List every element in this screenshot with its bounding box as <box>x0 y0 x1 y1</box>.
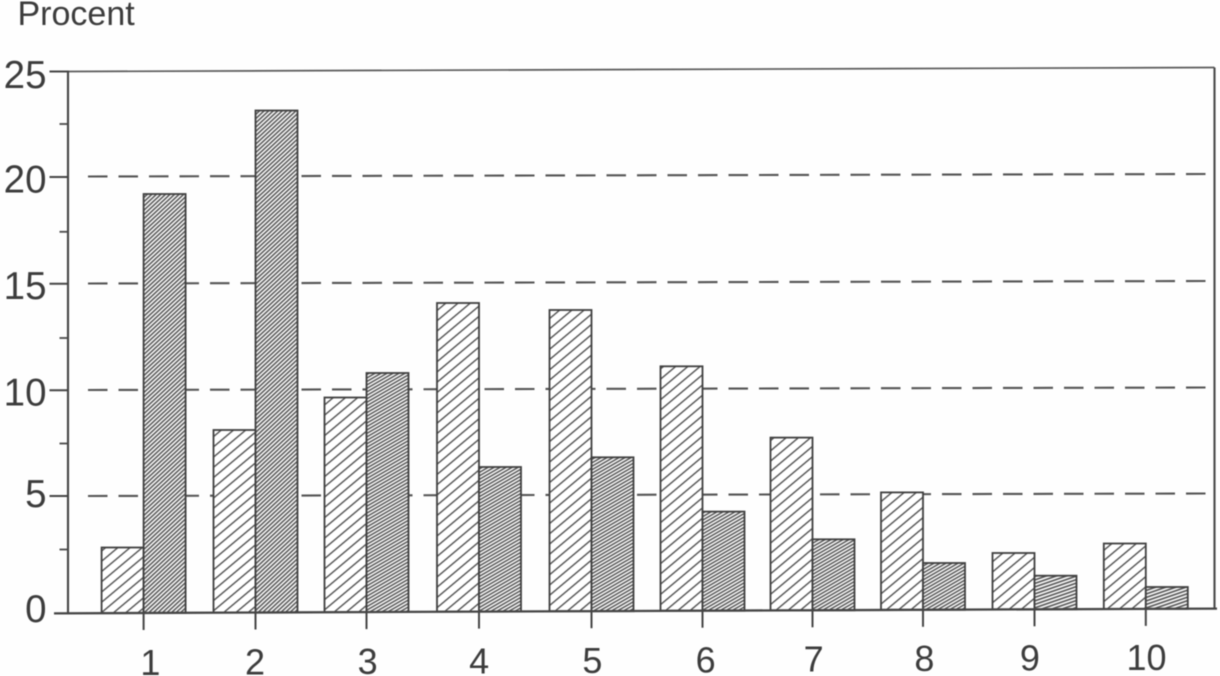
svg-text:7: 7 <box>804 639 824 676</box>
svg-text:5: 5 <box>25 473 46 516</box>
svg-text:8: 8 <box>914 638 934 676</box>
svg-text:0: 0 <box>25 588 46 631</box>
svg-text:Procent: Procent <box>18 0 136 33</box>
svg-text:9: 9 <box>1020 638 1040 676</box>
svg-text:6: 6 <box>696 639 716 676</box>
svg-text:1: 1 <box>140 642 160 676</box>
svg-text:10: 10 <box>1126 637 1166 676</box>
svg-text:10: 10 <box>4 372 47 415</box>
svg-text:2: 2 <box>245 642 265 676</box>
svg-text:25: 25 <box>4 54 47 97</box>
svg-text:5: 5 <box>582 640 602 676</box>
svg-text:4: 4 <box>469 640 489 676</box>
svg-text:20: 20 <box>4 159 47 202</box>
svg-text:3: 3 <box>358 641 378 676</box>
svg-text:15: 15 <box>4 265 47 308</box>
